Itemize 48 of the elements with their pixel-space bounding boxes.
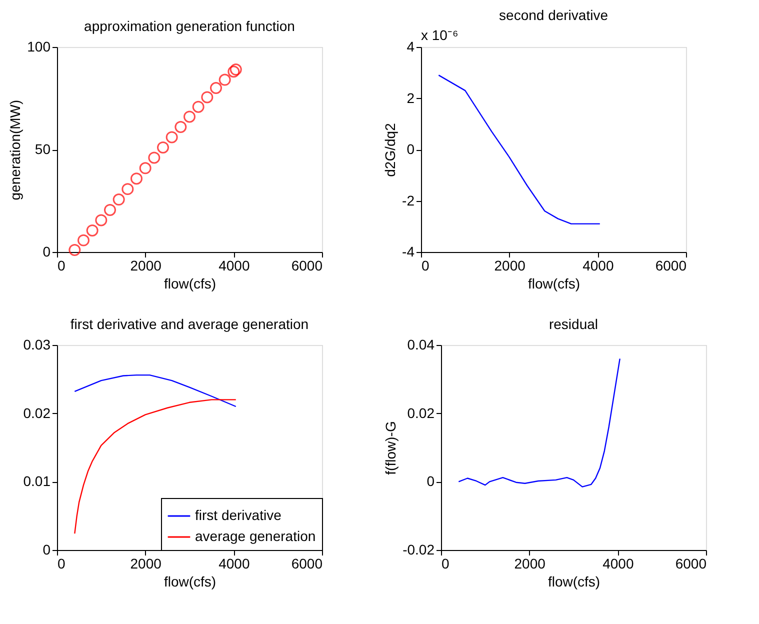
x-tick-label: 0 [442,556,450,572]
legend-label: average generation [195,528,316,544]
x-tick-label: 2000 [514,556,546,572]
y-axis-title: d2G/dq2 [382,122,398,177]
line-series [74,374,236,408]
x-tick-label: 6000 [291,556,323,572]
chart-title: approximation generation function [84,18,295,34]
x-tick-label: 2000 [130,556,162,572]
y-tick-label: 0.03 [23,336,51,352]
y-tick-label: 100 [27,38,51,54]
x-tick-label: 4000 [218,556,250,572]
x-axis-title: flow(cfs) [164,276,216,292]
y-tick-label: 0 [426,473,435,490]
x-tick-label: 4000 [218,258,250,274]
y-tick-label: 4 [406,38,415,54]
chart-title: first derivative and average generation [70,316,309,332]
y-tick-label: 0.02 [407,404,435,421]
x-tick-label: 4000 [582,258,614,274]
line-series [438,74,600,224]
y-tick-label: 0 [406,141,415,157]
x-axis-title: flow(cfs) [164,574,216,590]
y-tick-label: 0.02 [23,404,51,421]
y-tick-label: -4 [402,244,415,260]
x-tick-label: 6000 [655,258,687,274]
text: x 10⁻⁶ [421,27,458,43]
y-tick-label: -0.02 [402,542,435,558]
y-axis-title: generation(MW) [7,100,24,200]
chart-title: residual [548,316,598,332]
y-axis-title: f(flow)-G [382,421,399,475]
y-tick-label: 0.01 [23,473,51,490]
x-tick-label: 4000 [602,556,634,572]
y-tick-label: 2 [406,90,415,106]
x-tick-label: 6000 [291,258,323,274]
x-tick-label: 2000 [130,258,162,274]
y-tick-label: 0.04 [407,336,435,352]
y-tick-label: 0 [42,244,51,260]
x-axis-title: flow(cfs) [548,574,600,590]
y-tick-label: -2 [402,192,415,208]
y-tick-label: 50 [34,141,51,157]
chart-title: second derivative [499,7,608,23]
y-tick-label: 0 [42,542,51,558]
x-tick-label: 0 [58,556,66,572]
x-tick-label: 2000 [494,258,526,274]
x-tick-label: 6000 [675,556,707,572]
x-axis-title: flow(cfs) [528,276,580,292]
x-tick-label: 0 [58,258,66,274]
line-series [458,358,620,488]
legend-label: first derivative [195,507,282,523]
